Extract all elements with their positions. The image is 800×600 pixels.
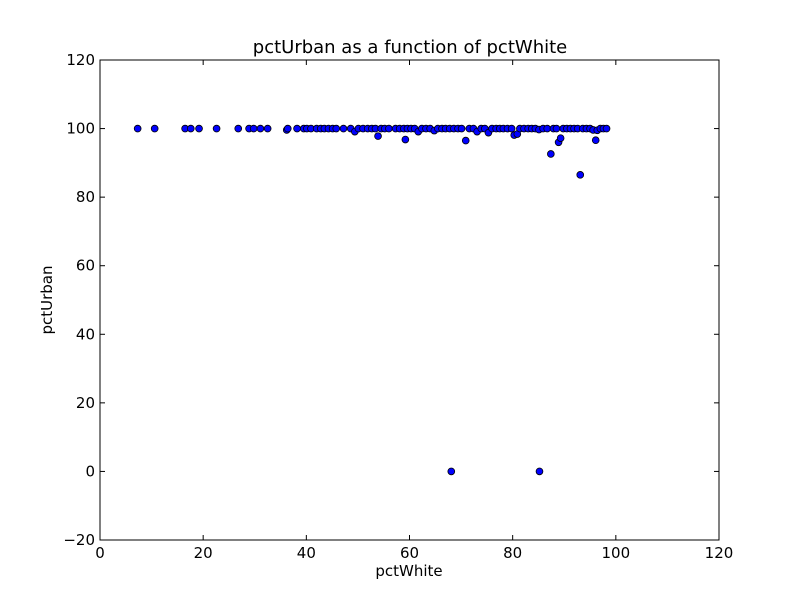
y-tick-label: 0 (85, 462, 95, 480)
y-tick-label: −20 (63, 531, 95, 549)
x-axis-label: pctWhite (375, 562, 442, 580)
x-tick-label: 120 (705, 544, 734, 562)
data-point (457, 124, 466, 133)
data-point (195, 124, 203, 133)
data-point (507, 124, 516, 133)
data-point (186, 124, 195, 133)
data-point (535, 467, 544, 476)
data-point (256, 124, 265, 133)
data-point (332, 124, 341, 133)
y-tick-label: 60 (76, 257, 95, 275)
x-tick-label: 0 (95, 544, 105, 562)
data-point (556, 134, 565, 142)
x-tick-label: 80 (503, 544, 522, 562)
data-point (263, 124, 272, 133)
data-point (374, 132, 382, 140)
x-tick-label: 40 (297, 544, 316, 562)
data-point (150, 124, 159, 133)
data-point (234, 124, 243, 133)
chart-title: pctUrban as a function of pctWhite (253, 37, 567, 58)
data-point (547, 150, 555, 158)
data-point (602, 124, 611, 133)
data-point (461, 136, 470, 145)
points-layer (133, 124, 611, 476)
data-point (283, 124, 292, 133)
y-tick-label: 20 (76, 394, 95, 412)
y-axis-label: pctUrban (38, 265, 56, 334)
data-point (293, 124, 301, 133)
data-point (576, 171, 585, 179)
plot-frame (99, 59, 720, 541)
data-point (591, 136, 600, 145)
y-tick-label: 80 (76, 188, 95, 206)
data-point (133, 124, 142, 133)
data-point (401, 135, 410, 144)
y-tick-label: 100 (66, 120, 95, 138)
data-point (339, 124, 348, 133)
x-tick-label: 20 (194, 544, 213, 562)
data-point (212, 124, 221, 133)
data-point (543, 124, 552, 133)
y-tick-label: 40 (76, 325, 95, 343)
data-point (447, 467, 456, 476)
y-tick-label: 120 (66, 51, 95, 69)
data-point (552, 124, 561, 133)
data-point (249, 124, 258, 133)
x-tick-label: 100 (602, 544, 631, 562)
data-point (385, 124, 393, 133)
x-tick-label: 60 (400, 544, 419, 562)
